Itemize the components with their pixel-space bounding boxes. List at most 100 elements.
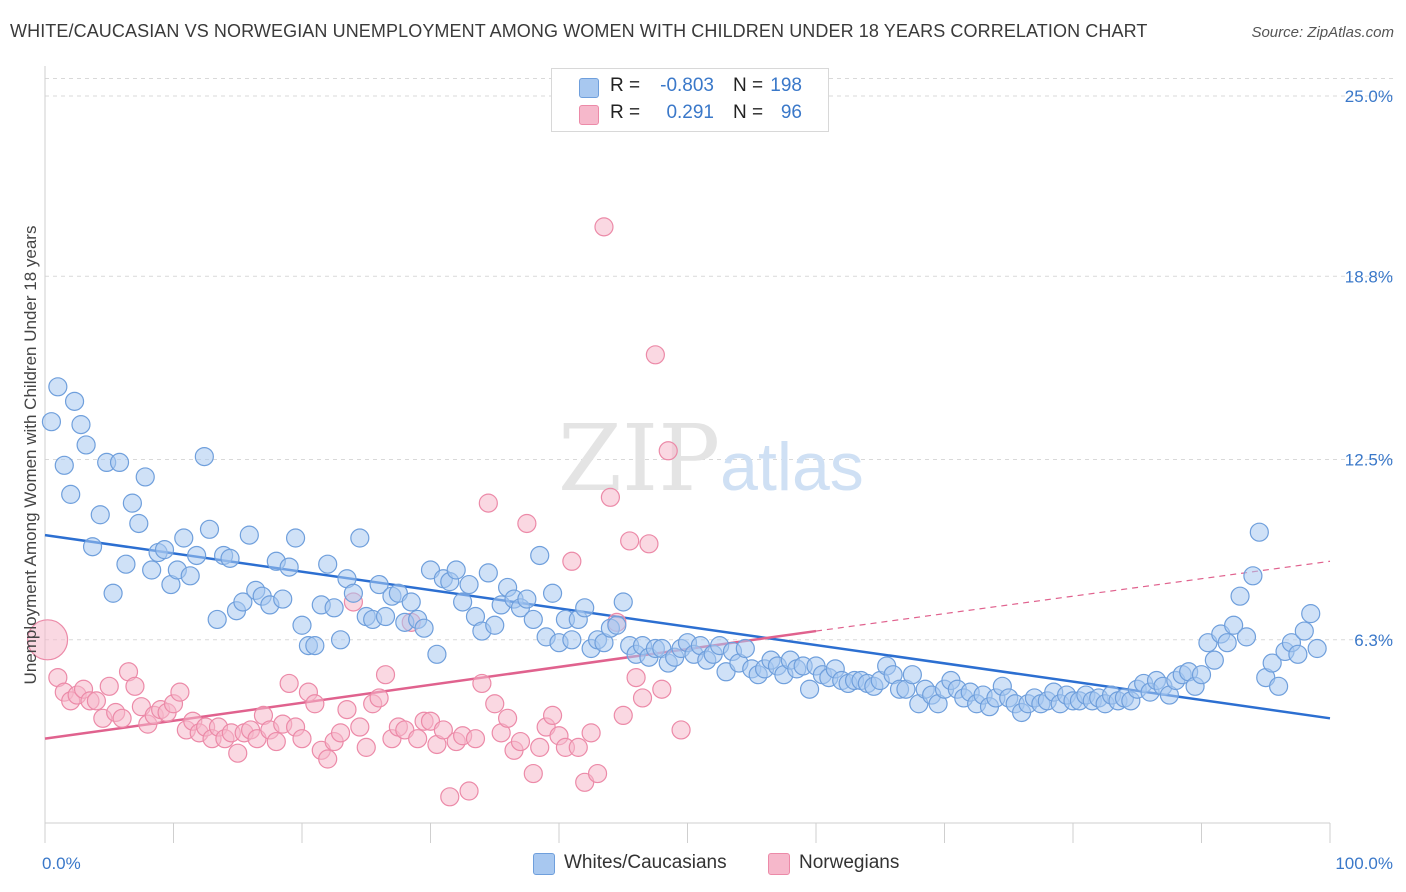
x-tick-label: 0.0% xyxy=(42,854,81,873)
whites-point xyxy=(194,446,214,467)
whites-point xyxy=(1230,586,1250,606)
whites-point xyxy=(459,574,479,595)
norwegians-point xyxy=(478,493,498,513)
grid-lines xyxy=(45,78,1396,641)
whites-point xyxy=(902,665,922,685)
whites-point xyxy=(735,638,755,659)
watermark: ZIPatlas xyxy=(558,405,864,512)
r-label: R = xyxy=(610,102,641,123)
norwegians-point xyxy=(356,737,376,757)
norwegians-point xyxy=(369,688,389,708)
whites-point xyxy=(562,630,582,650)
norwegians-point xyxy=(562,551,582,571)
y-axis-label: Unemployment Among Women with Children U… xyxy=(21,226,40,685)
whites-point xyxy=(1301,604,1321,624)
whites-point xyxy=(273,589,293,609)
whites-point xyxy=(1294,621,1314,641)
whites-point xyxy=(174,528,194,548)
whites-point xyxy=(1268,676,1289,696)
norwegians-point xyxy=(408,729,428,749)
whites-point xyxy=(90,505,110,525)
whites-point xyxy=(116,554,136,574)
norwegians-point xyxy=(639,534,659,554)
whites-point xyxy=(401,592,421,612)
norwegians-point xyxy=(125,676,145,696)
norwegians-point xyxy=(170,682,190,702)
whites-point xyxy=(305,636,325,656)
whites-point xyxy=(1288,644,1308,664)
norwegians-point xyxy=(465,729,486,749)
watermark-zip: ZIP xyxy=(558,405,720,512)
blue-swatch xyxy=(533,853,555,875)
whites-point xyxy=(350,528,370,548)
whites-point xyxy=(180,566,200,586)
stats-legend: R = -0.803 N = 198 R = 0.291 N = 96 xyxy=(551,68,829,132)
whites-point xyxy=(1204,650,1224,670)
whites-point xyxy=(61,484,81,504)
r-label: R = xyxy=(610,75,641,96)
norwegians-point xyxy=(266,731,286,752)
norwegians-point xyxy=(485,694,505,714)
whites-point xyxy=(48,377,68,397)
norwegians-point xyxy=(112,708,132,728)
whites-point xyxy=(207,609,227,630)
norwegians-point xyxy=(645,345,665,365)
whites-point xyxy=(233,592,253,612)
y-tick-label: 12.5% xyxy=(1345,451,1393,470)
norwegians-point xyxy=(440,787,460,807)
legend-label: Whites/Caucasians xyxy=(564,852,727,873)
whites-point xyxy=(199,519,220,539)
whites-point xyxy=(343,583,363,603)
norwegians-point xyxy=(337,699,357,720)
whites-point xyxy=(220,548,240,568)
whites-point xyxy=(478,563,498,583)
norwegians-point xyxy=(652,679,672,699)
norwegians-point xyxy=(632,688,653,708)
whites-point xyxy=(427,644,447,664)
whites-point xyxy=(1307,638,1327,659)
norwegians-point xyxy=(375,665,396,685)
blue-swatch xyxy=(579,78,599,98)
n-value: 96 xyxy=(780,102,802,123)
whites-point xyxy=(485,615,505,635)
whites-point xyxy=(279,557,299,577)
whites-point xyxy=(129,513,149,534)
whites-point xyxy=(54,455,74,475)
whites-point xyxy=(1191,665,1212,685)
x-tick-label: 100.0% xyxy=(1335,854,1393,873)
whites-point xyxy=(187,545,207,566)
whites-point xyxy=(285,528,306,548)
pink-swatch xyxy=(768,853,790,875)
norwegians-point xyxy=(459,781,479,801)
norwegians-point xyxy=(318,749,338,769)
whites-point xyxy=(1236,627,1257,647)
watermark-atlas: atlas xyxy=(720,429,864,505)
whites-point xyxy=(239,525,259,545)
norwegians-point xyxy=(99,676,119,696)
axes xyxy=(44,66,1331,843)
norwegians-point xyxy=(433,720,453,740)
chart-title: WHITE/CAUCASIAN VS NORWEGIAN UNEMPLOYMEN… xyxy=(10,21,1148,41)
norwegians-point xyxy=(86,691,107,711)
n-value: 198 xyxy=(770,75,802,96)
whites-point xyxy=(76,435,96,455)
whites-point xyxy=(375,606,396,627)
whites-point xyxy=(1262,653,1282,673)
y-tick-label: 18.8% xyxy=(1345,267,1393,286)
norwegians-point xyxy=(620,531,640,551)
whites-point xyxy=(154,540,175,560)
whites-point xyxy=(324,598,344,618)
whites-point xyxy=(330,630,351,650)
norwegians-point xyxy=(498,708,518,728)
whites-point xyxy=(318,554,338,574)
r-value: -0.803 xyxy=(660,75,714,96)
stats-legend-row-whites: R = -0.803 N = 198 xyxy=(552,75,828,99)
whites-point xyxy=(523,609,543,630)
norwegians-point xyxy=(530,737,550,757)
legend-label: Norwegians xyxy=(799,852,900,873)
whites-point xyxy=(71,415,91,435)
whites-point xyxy=(369,574,389,595)
whites-point xyxy=(1243,566,1263,586)
whites-point xyxy=(575,598,595,618)
